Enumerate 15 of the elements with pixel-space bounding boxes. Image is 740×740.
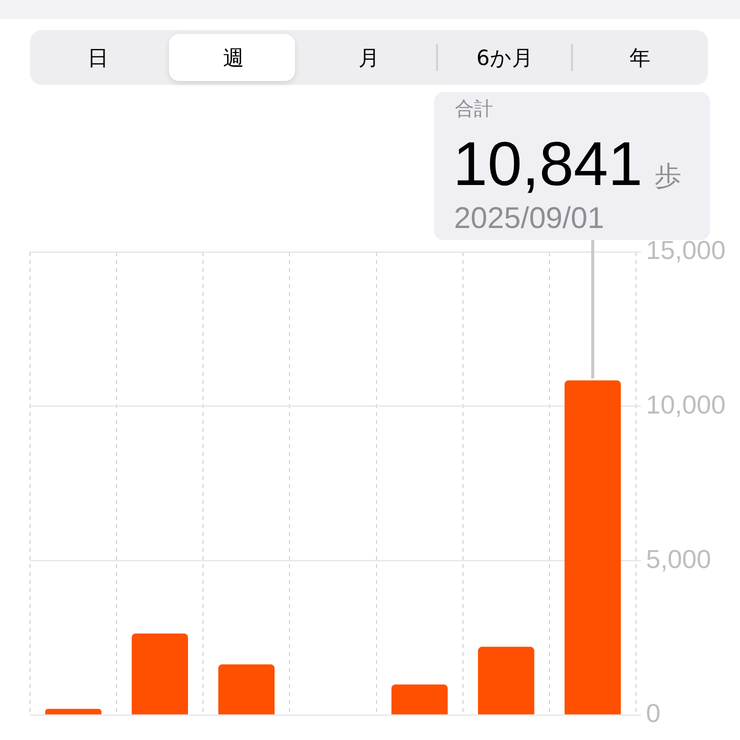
bar xyxy=(132,634,188,714)
y-tick-label: 15,000 xyxy=(646,235,726,266)
data-label: 10,841 xyxy=(453,130,643,199)
text: 2025/09/01 xyxy=(454,202,604,235)
bar xyxy=(478,646,534,714)
y-tick-label: 0 xyxy=(646,698,660,728)
text: 合計 xyxy=(455,98,493,120)
y-tick-label: 5,000 xyxy=(646,544,712,574)
bar xyxy=(45,708,102,714)
bar xyxy=(564,380,621,714)
bar xyxy=(218,664,275,714)
segmented-control: 日 週 月 6か月 年 xyxy=(30,30,708,85)
bar xyxy=(391,684,448,714)
y-tick-label: 10,000 xyxy=(646,390,726,420)
text: 歩 xyxy=(654,161,682,192)
